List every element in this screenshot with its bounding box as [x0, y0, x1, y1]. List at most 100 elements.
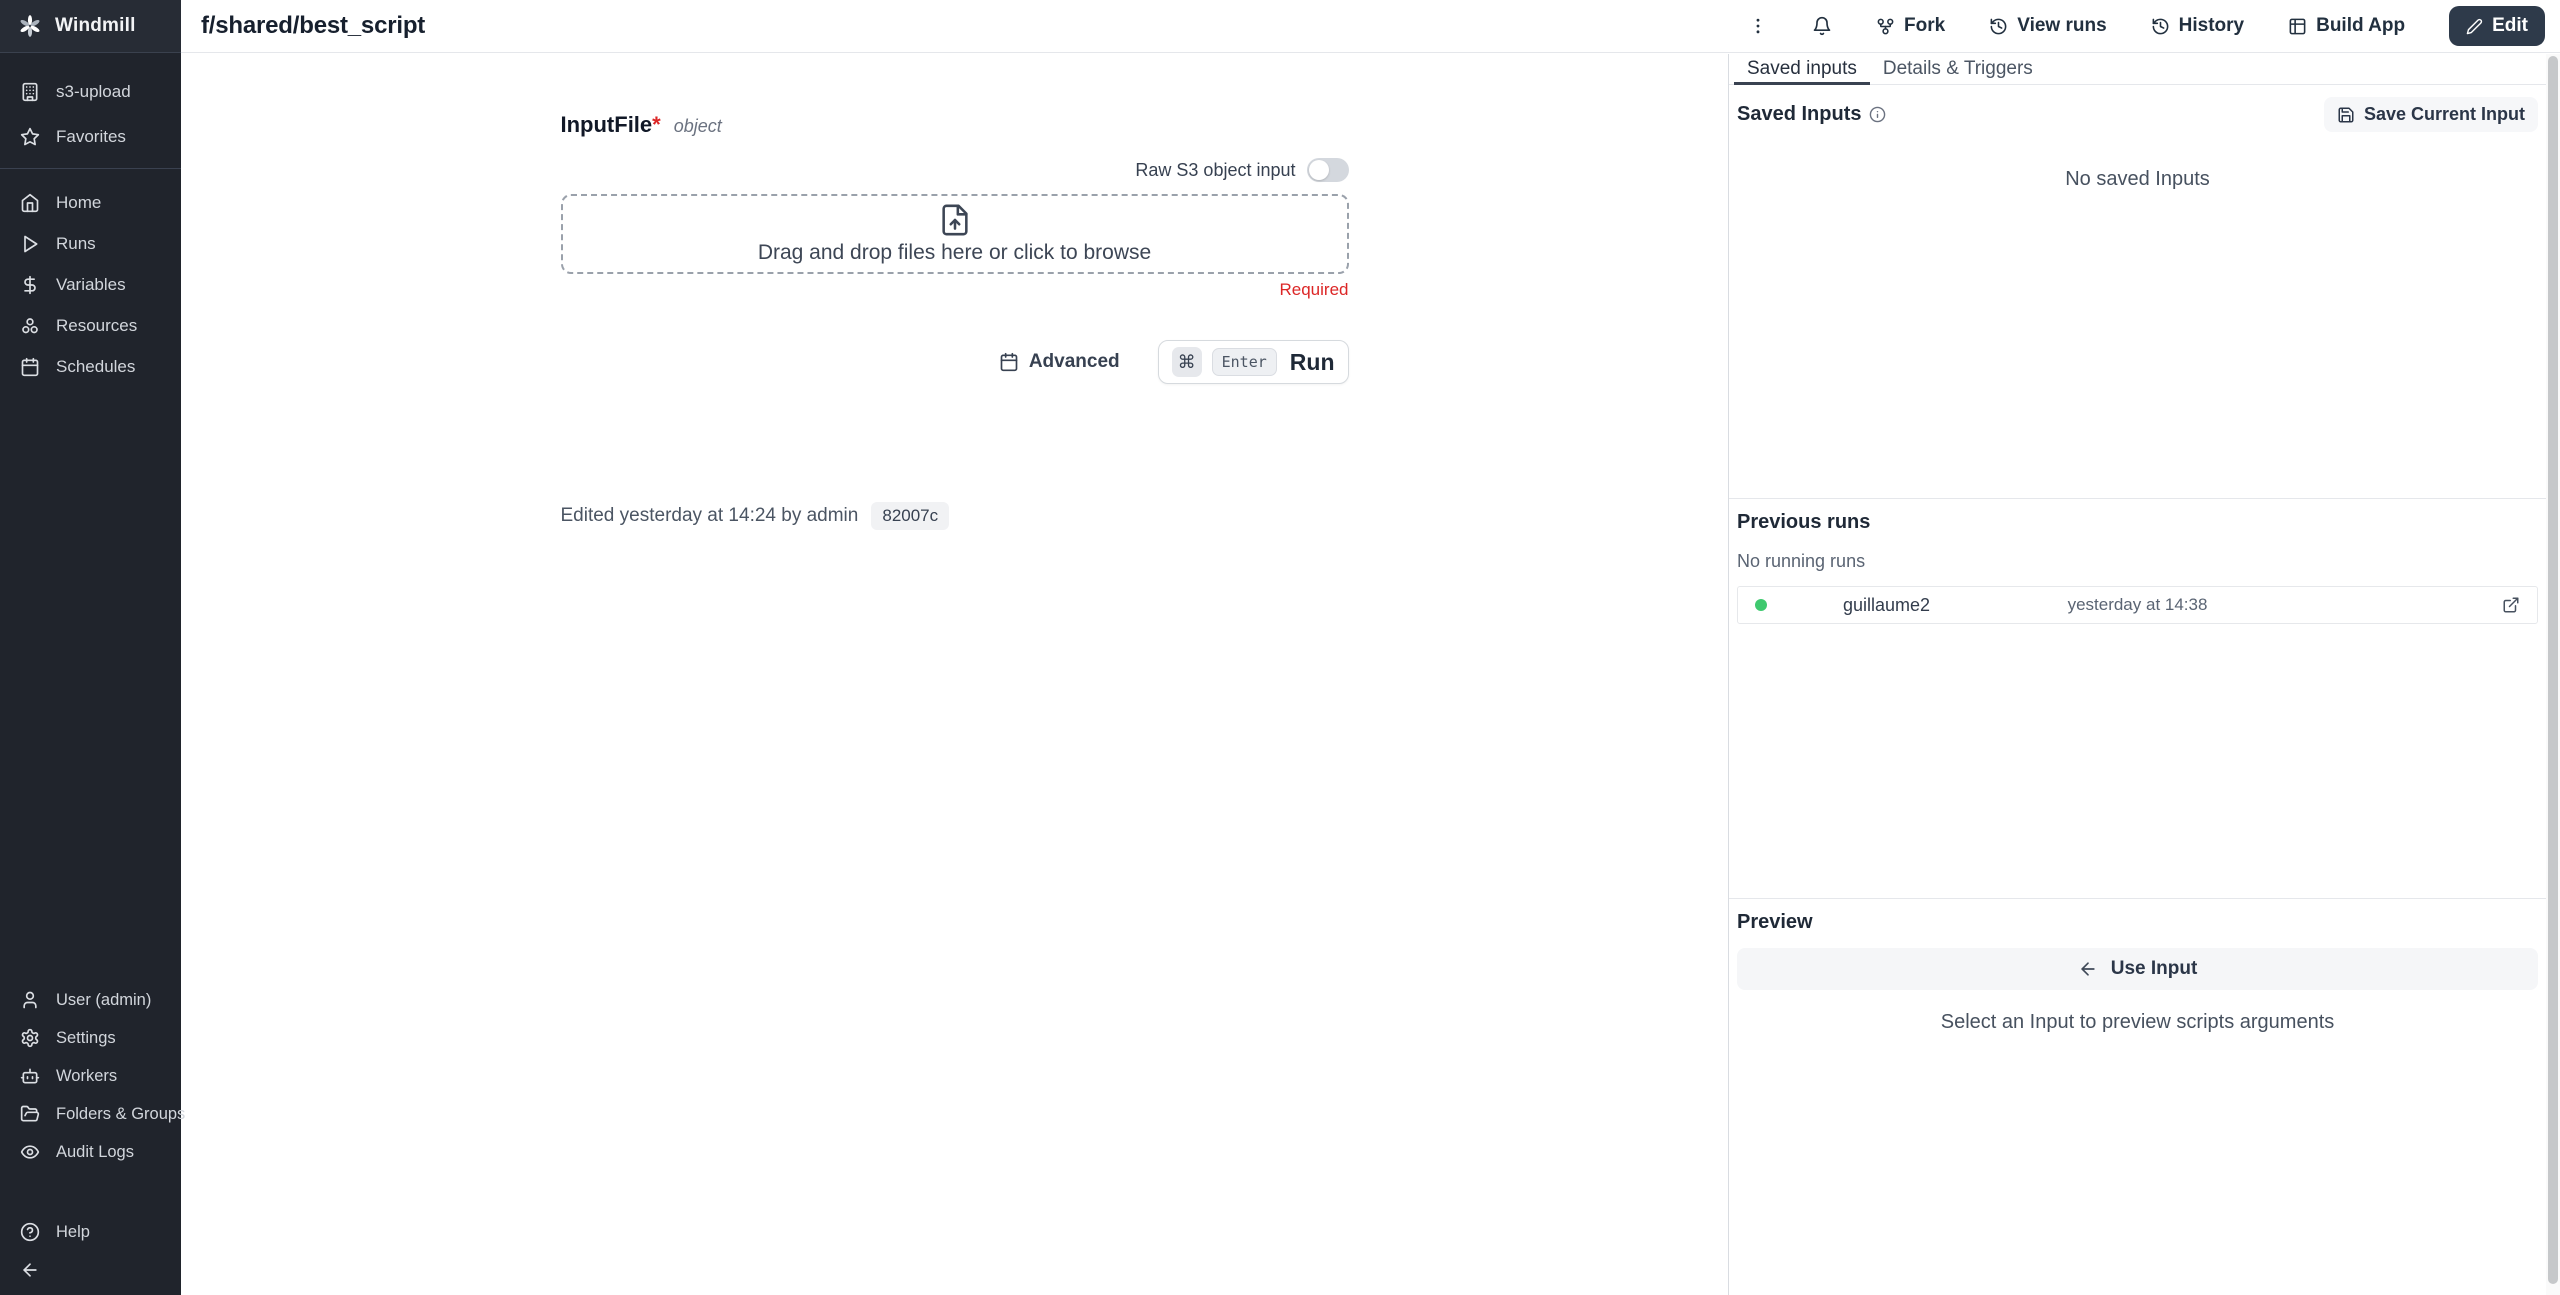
sidebar-item-settings[interactable]: Settings	[0, 1019, 181, 1057]
sidebar-item-label: Favorites	[56, 126, 126, 146]
home-icon	[21, 193, 39, 212]
edited-text: Edited yesterday at 14:24 by admin	[560, 505, 859, 526]
kebab-menu-button[interactable]	[1748, 16, 1768, 36]
save-current-input-label: Save Current Input	[2363, 104, 2525, 124]
sidebar-item-s3-upload[interactable]: s3-upload	[0, 69, 181, 114]
sidebar-item-label: Help	[56, 1222, 90, 1241]
advanced-button[interactable]: Advanced	[999, 351, 1120, 373]
raw-s3-toggle[interactable]	[1306, 158, 1349, 182]
saved-inputs-header: Saved Inputs Save Current Input	[1737, 97, 2538, 132]
required-asterisk: *	[652, 112, 661, 137]
page-scrollbar[interactable]	[2546, 54, 2560, 1295]
cmd-key-chip: ⌘	[1171, 347, 1202, 377]
sidebar-item-label: Resources	[56, 315, 138, 335]
use-input-button[interactable]: Use Input	[1737, 948, 2538, 990]
sidebar-item-favorites[interactable]: Favorites	[0, 114, 181, 159]
star-icon	[20, 127, 40, 145]
notifications-button[interactable]	[1812, 16, 1832, 36]
raw-s3-label: Raw S3 object input	[1135, 159, 1296, 180]
resources-icon	[22, 317, 38, 333]
play-icon	[24, 235, 38, 252]
tab-details-triggers[interactable]: Details & Triggers	[1870, 54, 2046, 84]
sidebar-item-label: s3-upload	[56, 81, 131, 101]
enter-key-chip: Enter	[1211, 348, 1277, 376]
tab-saved-inputs[interactable]: Saved inputs	[1734, 54, 1870, 85]
eye-icon	[20, 1145, 40, 1159]
save-icon	[2338, 107, 2354, 122]
sidebar-item-label: User (admin)	[56, 990, 152, 1009]
help-circle-icon	[20, 1222, 40, 1242]
preview-section: Preview Use Input Select an Input to pre…	[1729, 898, 2546, 1046]
sidebar-item-variables[interactable]: Variables	[0, 264, 181, 305]
preview-hint: Select an Input to preview scripts argum…	[1940, 1011, 2335, 1033]
sidebar-item-schedules[interactable]: Schedules	[0, 346, 181, 387]
dollar-icon	[24, 275, 36, 294]
sidebar-collapse-button[interactable]	[0, 1251, 181, 1289]
sidebar-item-folders-groups[interactable]: Folders & Groups	[0, 1095, 185, 1133]
file-dropzone[interactable]: Drag and drop files here or click to bro…	[560, 194, 1349, 274]
right-panel: Saved inputs Details & Triggers Saved In…	[1728, 54, 2546, 1295]
sidebar-item-audit-logs[interactable]: Audit Logs	[0, 1133, 181, 1171]
history-button[interactable]: History	[2151, 15, 2244, 37]
windmill-logo-icon	[20, 15, 40, 37]
building-icon	[22, 82, 38, 101]
field-name: InputFile	[560, 112, 653, 137]
script-form: InputFile* object Raw S3 object input Dr…	[560, 54, 1349, 530]
sidebar-item-label: Audit Logs	[56, 1142, 134, 1161]
history-label: History	[2178, 15, 2245, 36]
run-success-dot	[1755, 599, 1767, 611]
main-content: InputFile* object Raw S3 object input Dr…	[181, 54, 1728, 1295]
sidebar-item-home[interactable]: Home	[0, 182, 181, 223]
tab-label: Saved inputs	[1747, 58, 1857, 79]
sidebar-item-runs[interactable]: Runs	[0, 223, 181, 264]
run-button[interactable]: ⌘ Enter Run	[1157, 340, 1349, 384]
save-current-input-button[interactable]: Save Current Input	[2323, 97, 2538, 132]
scrollbar-thumb[interactable]	[2548, 56, 2558, 1284]
history-clock-icon	[1990, 18, 2007, 34]
edited-meta: Edited yesterday at 14:24 by admin 82007…	[561, 502, 1349, 530]
layout-table-icon	[2289, 18, 2306, 34]
sidebar-item-resources[interactable]: Resources	[0, 305, 181, 346]
calendar-icon	[1000, 352, 1018, 372]
build-app-button[interactable]: Build App	[2288, 15, 2405, 37]
edit-button[interactable]: Edit	[2449, 6, 2545, 46]
sidebar-item-label: Variables	[56, 274, 126, 294]
history-clock-icon	[2152, 18, 2169, 34]
bell-icon	[1813, 16, 1831, 36]
tab-label: Details & Triggers	[1882, 58, 2033, 79]
sidebar-item-user[interactable]: User (admin)	[0, 981, 181, 1019]
view-runs-label: View runs	[2017, 15, 2107, 36]
toggle-knob	[1308, 160, 1329, 180]
sidebar-item-label: Workers	[56, 1066, 118, 1085]
sidebar-item-workers[interactable]: Workers	[0, 1057, 181, 1095]
sidebar-item-label: Runs	[56, 233, 96, 253]
previous-runs-title: Previous runs	[1737, 511, 1871, 533]
pencil-icon	[2466, 18, 2483, 34]
dropzone-text: Drag and drop files here or click to bro…	[757, 241, 1152, 264]
topbar-actions: Fork View runs History Build App Edit	[1748, 6, 2545, 46]
file-upload-icon	[941, 204, 968, 236]
sidebar: Windmill s3-upload Favorites Home Runs	[0, 0, 185, 1295]
edit-label: Edit	[2492, 15, 2528, 36]
kebab-menu-icon	[1756, 18, 1760, 34]
breadcrumb: f/shared/best_script	[201, 12, 426, 39]
raw-s3-row: Raw S3 object input	[561, 158, 1349, 182]
info-icon[interactable]	[1869, 106, 1886, 123]
sidebar-spacer	[0, 1171, 181, 1213]
git-fork-icon	[1877, 18, 1894, 34]
version-hash-badge[interactable]: 82007c	[871, 502, 950, 530]
previous-run-row[interactable]: guillaume2 yesterday at 14:38	[1737, 586, 2538, 624]
workspace-switcher[interactable]: Windmill	[0, 0, 181, 53]
sidebar-item-help[interactable]: Help	[0, 1213, 181, 1251]
sidebar-main-nav: Home Runs Variables Resources Schedules	[0, 182, 181, 387]
sidebar-item-label: Folders & Groups	[56, 1104, 186, 1123]
open-run-button[interactable]	[2502, 596, 2520, 614]
robot-icon	[20, 1068, 40, 1084]
saved-inputs-title: Saved Inputs	[1737, 103, 1862, 125]
view-runs-button[interactable]: View runs	[1989, 15, 2107, 37]
panel-tabs: Saved inputs Details & Triggers	[1729, 54, 2546, 85]
preview-title: Preview	[1737, 911, 1813, 933]
fork-button[interactable]: Fork	[1876, 15, 1945, 37]
saved-inputs-section: Saved Inputs Save Current Input No saved…	[1729, 85, 2546, 498]
